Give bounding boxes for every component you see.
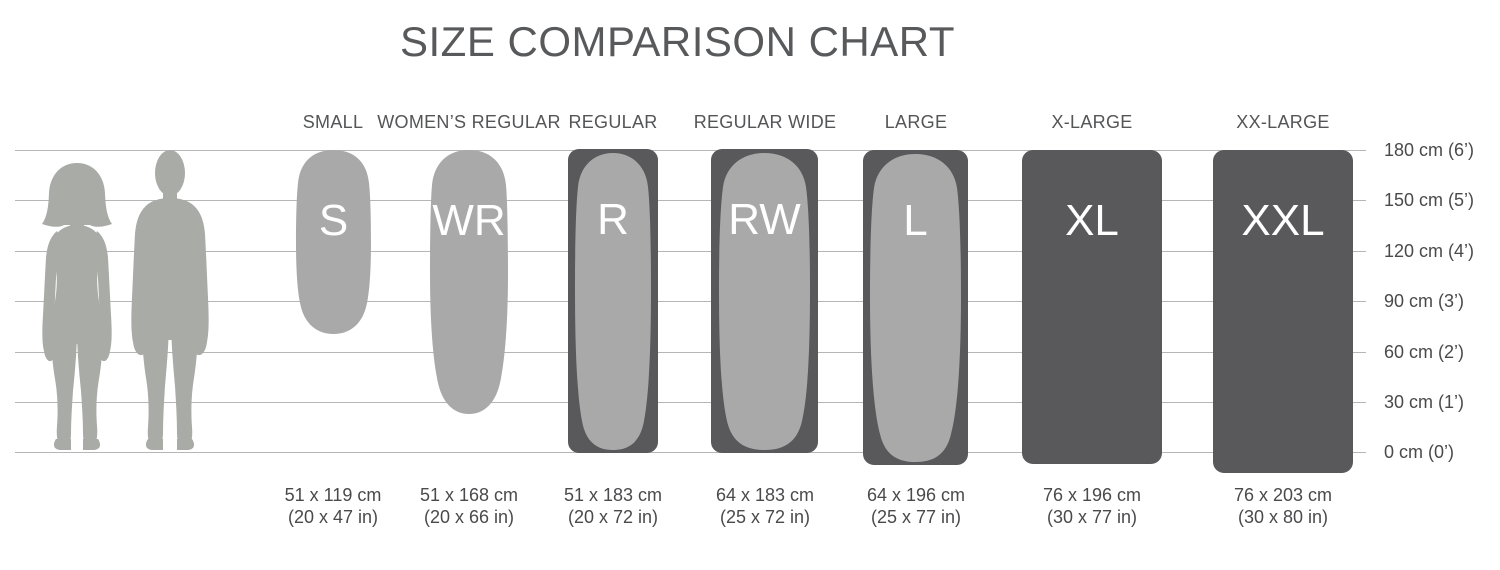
pad-code-small: S (318, 196, 349, 245)
gridline-90cm (15, 301, 1366, 302)
dimension-in: (25 x 77 in) (870, 507, 962, 527)
pad-large-shape (870, 154, 961, 462)
dimension-in: (30 x 77 in) (1046, 507, 1138, 527)
pad-code-x-large: XL (1065, 196, 1119, 245)
dimension-in: (20 x 47 in) (287, 507, 379, 527)
dimension-in: (30 x 80 in) (1237, 507, 1329, 527)
pad-code-xx-large: XXL (1241, 196, 1325, 245)
man-silhouette-icon (131, 150, 209, 450)
page-title: SIZE COMPARISON CHART (399, 18, 955, 65)
pad-code-large: L (903, 196, 928, 245)
pad-womens-regular: WR (425, 150, 513, 414)
dimension-in: (20 x 72 in) (567, 507, 659, 527)
dimensions-x-large: 76 x 196 cm (30 x 77 in) (982, 484, 1202, 528)
gridline-30cm (15, 402, 1366, 403)
scale-tick-label: 180 cm (6’) (1384, 140, 1475, 160)
pad-xx-large: XXL (1213, 150, 1353, 473)
gridline-150cm (15, 200, 1366, 201)
pad-womens-regular-shape (430, 150, 508, 414)
column-header-regular: REGULAR (568, 112, 658, 132)
column-header-xx-large: XX-LARGE (1236, 112, 1330, 132)
dimension-in: (25 x 72 in) (719, 507, 811, 527)
dimensions-small: 51 x 119 cm (20 x 47 in) (223, 484, 443, 528)
dimension-cm: 76 x 203 cm (1233, 485, 1333, 505)
gridline-0cm (15, 452, 1366, 453)
pad-code-womens-regular: WR (432, 196, 506, 245)
dimensions-regular: 51 x 183 cm (20 x 72 in) (503, 484, 723, 528)
pad-regular-wide-shape (719, 153, 810, 450)
pad-code-regular: R (597, 195, 629, 244)
scale-tick-label: 60 cm (2’) (1384, 342, 1465, 362)
column-header-regular-wide: REGULAR WIDE (693, 112, 837, 132)
pad-regular: R (568, 149, 658, 453)
scale-tick-label: 0 cm (0’) (1384, 442, 1455, 462)
dimension-cm: 76 x 196 cm (1042, 485, 1142, 505)
scale-tick-label: 90 cm (3’) (1384, 291, 1465, 311)
column-header-womens-regular: WOMEN’S REGULAR (377, 112, 561, 132)
dimensions-womens-regular: 51 x 168 cm (20 x 66 in) (359, 484, 579, 528)
dimension-in: (20 x 66 in) (423, 507, 515, 527)
pad-small-shape (296, 150, 371, 334)
woman-silhouette-icon (42, 163, 112, 450)
gridline-120cm (15, 251, 1366, 252)
dimension-cm: 51 x 119 cm (284, 485, 382, 505)
gridline-180cm (15, 150, 1366, 151)
dimensions-large: 64 x 196 cm (25 x 77 in) (806, 484, 1026, 528)
pad-regular-shape (575, 153, 651, 450)
dimension-cm: 64 x 183 cm (715, 485, 815, 505)
column-header-x-large: X-LARGE (1051, 112, 1133, 132)
column-header-small: SMALL (302, 112, 364, 132)
gridline-60cm (15, 352, 1366, 353)
scale-tick-label: 30 cm (1’) (1384, 392, 1465, 412)
scale-tick-label: 150 cm (5’) (1384, 190, 1475, 210)
pad-x-large: XL (1022, 150, 1162, 464)
pad-large: L (863, 150, 968, 465)
pad-code-regular-wide: RW (728, 195, 801, 244)
dimensions-regular-wide: 64 x 183 cm (25 x 72 in) (655, 484, 875, 528)
dimension-cm: 51 x 183 cm (563, 485, 663, 505)
dimension-cm: 51 x 168 cm (419, 485, 519, 505)
pad-regular-wide: RW (711, 149, 818, 453)
column-header-large: LARGE (884, 112, 948, 132)
dimension-cm: 64 x 196 cm (866, 485, 966, 505)
dimensions-xx-large: 76 x 203 cm (30 x 80 in) (1173, 484, 1393, 528)
pad-small: S (292, 150, 375, 334)
scale-tick-label: 120 cm (4’) (1384, 241, 1475, 261)
